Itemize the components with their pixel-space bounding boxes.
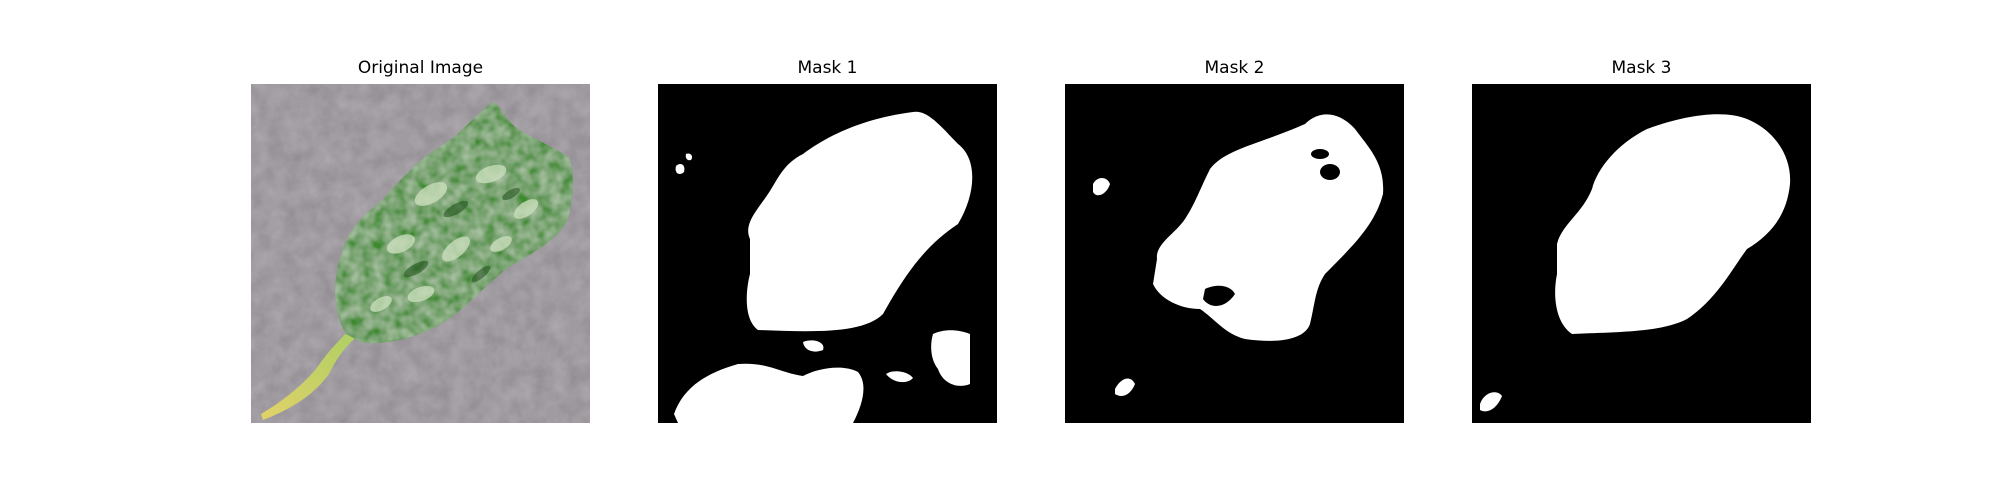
- original-leaf-image: [251, 84, 590, 423]
- panel-title: Mask 2: [1204, 58, 1265, 78]
- mask-1-image: [658, 84, 997, 423]
- mask-2-image: [1065, 84, 1404, 423]
- panel-title: Mask 1: [797, 58, 858, 78]
- panel-title: Original Image: [357, 58, 484, 78]
- panel-title: Mask 3: [1611, 58, 1672, 78]
- mask-3-image: [1472, 84, 1811, 423]
